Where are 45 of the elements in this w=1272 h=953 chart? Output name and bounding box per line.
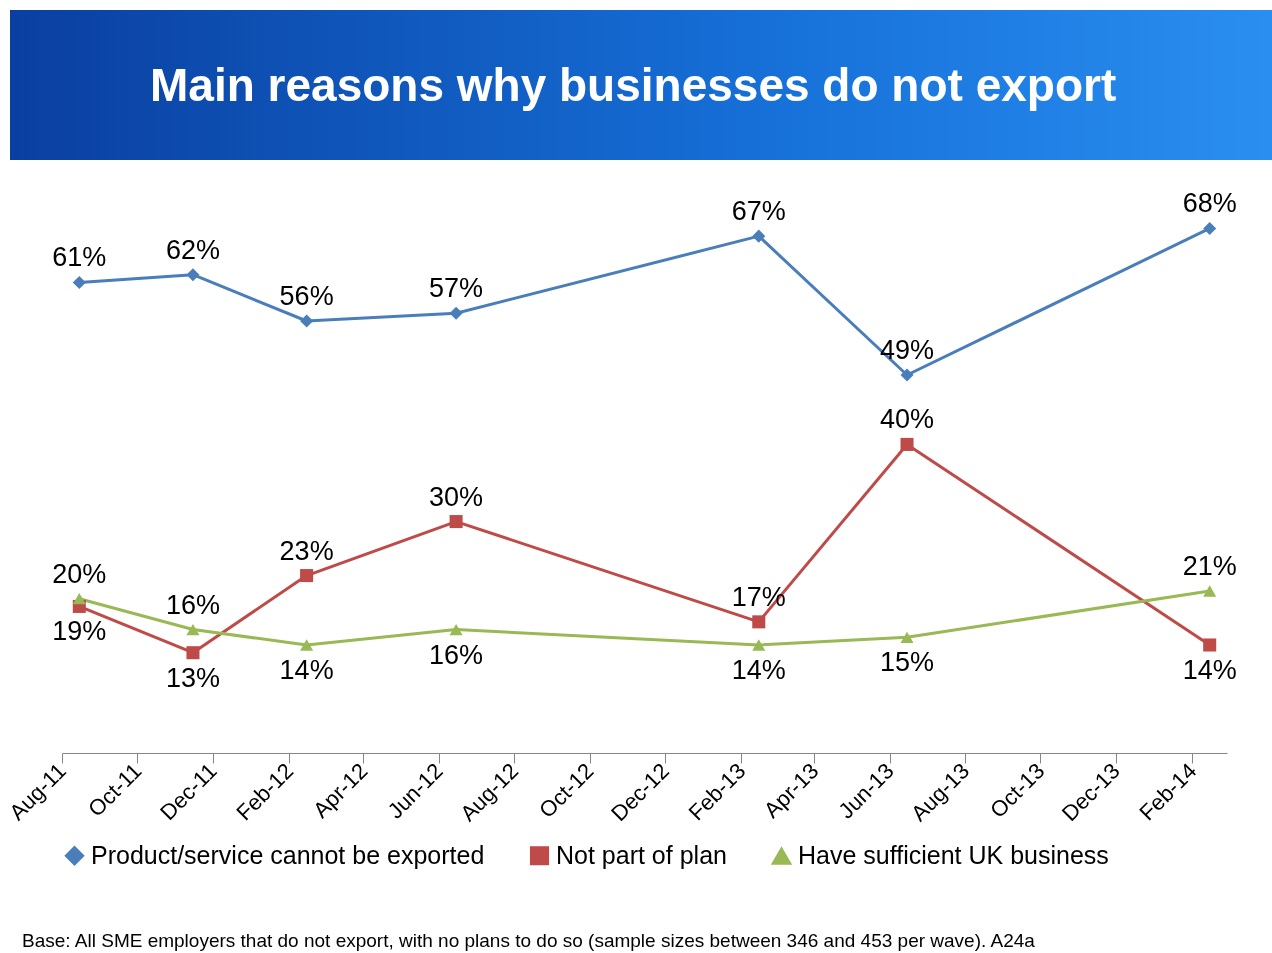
legend-label: Have sufficient UK business [798, 841, 1109, 870]
point [300, 314, 314, 328]
data-label: 49% [880, 335, 935, 365]
data-label: 62% [165, 234, 220, 265]
data-label: 20% [52, 558, 107, 589]
data-label: 30% [429, 481, 484, 512]
chart-title: Main reasons why businesses do not export [150, 58, 1117, 112]
point [900, 437, 914, 451]
data-label: 67% [731, 196, 786, 227]
legend-label: Product/service cannot be exported [91, 840, 485, 869]
point [186, 268, 200, 282]
point [449, 623, 463, 636]
point [1203, 221, 1217, 235]
point [186, 623, 200, 636]
data-label: 15% [880, 647, 935, 678]
point [72, 275, 86, 289]
legend-label: Not part of plan [556, 840, 727, 869]
data-label: 21% [1182, 551, 1237, 581]
data-label: 19% [52, 616, 107, 647]
data-label: 14% [279, 655, 334, 685]
text: Base: All SME employers that do not export, with no plans to do so (sample sizes between 346 and 453 per wave). A24a [22, 930, 1035, 952]
point [1203, 638, 1217, 652]
data-label: 13% [165, 662, 220, 693]
data-label: 68% [1182, 188, 1237, 219]
data-label: 14% [731, 655, 786, 685]
data-label: 61% [52, 242, 107, 273]
data-label: 14% [1182, 655, 1237, 685]
point [752, 639, 766, 651]
point [449, 306, 463, 320]
data-label: 57% [429, 273, 484, 304]
point [900, 631, 914, 643]
point [300, 639, 314, 651]
point [449, 515, 463, 529]
point [1203, 585, 1217, 597]
data-label: 56% [279, 281, 334, 311]
data-label: 16% [429, 639, 484, 670]
point [72, 593, 86, 605]
point [186, 646, 200, 660]
point [752, 229, 766, 243]
data-label: 40% [880, 404, 935, 435]
point [300, 569, 314, 583]
point [752, 615, 766, 629]
point [900, 368, 914, 382]
data-label: 23% [279, 535, 334, 566]
data-label: 16% [165, 589, 220, 620]
